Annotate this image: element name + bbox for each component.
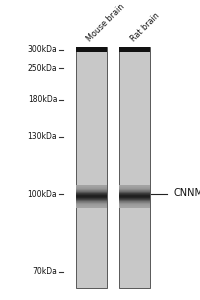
Bar bbox=[76, 187, 106, 188]
Bar bbox=[118, 206, 150, 207]
Text: 300kDa: 300kDa bbox=[27, 45, 57, 54]
Bar bbox=[118, 200, 150, 201]
Bar bbox=[76, 186, 106, 187]
Bar bbox=[76, 201, 106, 202]
Bar bbox=[76, 197, 106, 198]
Bar bbox=[76, 199, 106, 200]
Bar bbox=[76, 192, 106, 193]
Text: Rat brain: Rat brain bbox=[128, 11, 160, 44]
Bar bbox=[76, 198, 106, 199]
Bar bbox=[118, 196, 150, 197]
Text: 180kDa: 180kDa bbox=[28, 95, 57, 104]
Text: Mouse brain: Mouse brain bbox=[85, 2, 126, 43]
Bar bbox=[76, 191, 106, 192]
Bar bbox=[76, 206, 106, 207]
Bar bbox=[76, 202, 106, 203]
Text: CNNM1: CNNM1 bbox=[173, 188, 200, 199]
Bar bbox=[76, 205, 106, 206]
Bar bbox=[118, 187, 150, 188]
Bar bbox=[118, 199, 150, 200]
Bar bbox=[76, 207, 106, 208]
Bar bbox=[118, 46, 150, 52]
Bar bbox=[76, 203, 106, 204]
Bar bbox=[118, 195, 150, 196]
Bar bbox=[118, 207, 150, 208]
Bar bbox=[76, 202, 106, 203]
Bar bbox=[118, 204, 150, 205]
Bar bbox=[118, 196, 150, 197]
Bar bbox=[76, 188, 106, 189]
Bar bbox=[118, 192, 150, 193]
Bar bbox=[118, 205, 150, 206]
Bar bbox=[118, 188, 150, 189]
Text: 130kDa: 130kDa bbox=[28, 132, 57, 141]
Bar bbox=[76, 46, 106, 288]
Bar bbox=[76, 190, 106, 191]
Bar bbox=[118, 191, 150, 192]
Bar bbox=[76, 185, 106, 186]
Bar bbox=[76, 196, 106, 197]
Bar bbox=[118, 193, 150, 194]
Bar bbox=[76, 189, 106, 190]
Bar bbox=[76, 200, 106, 201]
Bar bbox=[118, 46, 150, 288]
Bar bbox=[118, 186, 150, 187]
Bar bbox=[76, 196, 106, 197]
Bar bbox=[76, 204, 106, 205]
Bar bbox=[118, 202, 150, 203]
Text: 250kDa: 250kDa bbox=[28, 64, 57, 73]
Bar bbox=[118, 201, 150, 202]
Bar bbox=[118, 190, 150, 191]
Bar bbox=[118, 194, 150, 195]
Bar bbox=[76, 195, 106, 196]
Text: 100kDa: 100kDa bbox=[28, 190, 57, 199]
Bar bbox=[118, 185, 150, 186]
Bar bbox=[118, 203, 150, 204]
Bar bbox=[76, 194, 106, 195]
Bar bbox=[118, 189, 150, 190]
Bar bbox=[76, 46, 106, 52]
Bar bbox=[76, 193, 106, 194]
Text: 70kDa: 70kDa bbox=[32, 267, 57, 276]
Bar bbox=[118, 197, 150, 198]
Bar bbox=[118, 202, 150, 203]
Bar bbox=[118, 198, 150, 199]
